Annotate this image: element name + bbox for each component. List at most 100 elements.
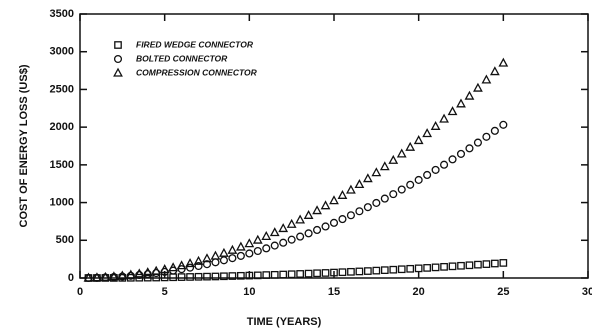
marker-triangle bbox=[295, 214, 306, 224]
marker-square bbox=[465, 261, 474, 270]
marker-triangle bbox=[303, 209, 314, 219]
marker-triangle bbox=[142, 267, 153, 277]
marker-triangle bbox=[312, 205, 322, 215]
marker-triangle bbox=[362, 173, 373, 183]
marker-triangle bbox=[202, 253, 212, 263]
marker-circle bbox=[499, 120, 508, 129]
x-tick-label: 0 bbox=[77, 286, 83, 298]
marker-circle bbox=[414, 175, 423, 184]
marker-triangle bbox=[168, 262, 179, 272]
marker-triangle bbox=[422, 128, 433, 138]
marker-triangle bbox=[489, 66, 500, 76]
marker-triangle bbox=[498, 57, 509, 67]
marker-circle bbox=[245, 249, 254, 258]
marker-square bbox=[304, 269, 313, 278]
x-axis-label: TIME (YEARS) bbox=[247, 316, 322, 328]
marker-circle bbox=[456, 149, 466, 158]
marker-circle bbox=[211, 258, 220, 267]
marker-triangle bbox=[371, 167, 382, 177]
marker-circle bbox=[448, 155, 457, 164]
marker-circle bbox=[338, 215, 347, 224]
marker-circle bbox=[346, 211, 355, 220]
marker-triangle bbox=[473, 82, 483, 92]
y-tick-label: 500 bbox=[56, 234, 74, 246]
x-tick-label: 10 bbox=[243, 286, 255, 298]
marker-triangle bbox=[108, 271, 119, 281]
marker-triangle bbox=[244, 238, 255, 248]
marker-circle bbox=[279, 238, 288, 247]
marker-triangle bbox=[278, 223, 289, 233]
marker-square bbox=[186, 273, 194, 281]
marker-square bbox=[321, 269, 330, 277]
marker-triangle bbox=[134, 268, 145, 278]
marker-square bbox=[330, 268, 338, 277]
marker-square bbox=[203, 272, 211, 281]
marker-circle bbox=[372, 198, 381, 207]
marker-square bbox=[114, 41, 122, 49]
marker-circle bbox=[423, 170, 432, 180]
marker-square bbox=[177, 273, 186, 281]
marker-triangle bbox=[430, 120, 441, 130]
marker-square bbox=[253, 271, 262, 280]
marker-square bbox=[237, 271, 245, 280]
marker-circle bbox=[329, 218, 339, 227]
marker-square bbox=[143, 273, 152, 282]
y-tick-label: 3500 bbox=[50, 8, 74, 20]
marker-circle bbox=[465, 144, 474, 153]
marker-square bbox=[279, 270, 288, 279]
marker-triangle bbox=[151, 265, 162, 275]
marker-square bbox=[389, 265, 398, 274]
marker-circle bbox=[219, 256, 228, 265]
marker-triangle bbox=[405, 141, 416, 151]
marker-circle bbox=[228, 254, 237, 263]
marker-square bbox=[262, 271, 271, 279]
marker-square bbox=[491, 259, 499, 268]
marker-triangle bbox=[388, 154, 399, 164]
marker-triangle bbox=[337, 189, 348, 199]
marker-triangle bbox=[176, 260, 187, 270]
marker-circle bbox=[186, 263, 195, 272]
marker-circle bbox=[296, 232, 305, 241]
x-tick-label: 15 bbox=[328, 286, 340, 298]
x-tick-label: 30 bbox=[582, 286, 592, 298]
y-tick-label: 1500 bbox=[50, 159, 74, 171]
marker-square bbox=[169, 273, 177, 282]
marker-circle bbox=[389, 190, 398, 199]
marker-triangle bbox=[117, 270, 128, 280]
marker-circle bbox=[355, 207, 364, 216]
marker-square bbox=[313, 269, 321, 278]
marker-square bbox=[423, 264, 431, 272]
marker-triangle bbox=[113, 67, 123, 77]
marker-circle bbox=[287, 235, 296, 244]
marker-triangle bbox=[210, 250, 221, 260]
marker-square bbox=[228, 272, 237, 280]
marker-triangle bbox=[286, 218, 297, 228]
marker-triangle bbox=[185, 258, 195, 268]
marker-triangle bbox=[235, 241, 246, 251]
marker-triangle bbox=[379, 161, 390, 171]
marker-square bbox=[448, 262, 457, 271]
marker-circle bbox=[262, 244, 271, 253]
marker-square bbox=[355, 267, 364, 276]
legend-label: COMPRESSION CONNECTOR bbox=[136, 67, 258, 77]
marker-circle bbox=[113, 54, 123, 64]
marker-square bbox=[372, 266, 381, 275]
marker-triangle bbox=[413, 135, 424, 145]
marker-triangle bbox=[193, 255, 204, 265]
marker-triangle bbox=[92, 272, 102, 282]
marker-square bbox=[474, 260, 482, 269]
marker-circle bbox=[194, 261, 203, 271]
marker-triangle bbox=[125, 269, 136, 279]
marker-triangle bbox=[439, 113, 449, 123]
marker-triangle bbox=[269, 227, 280, 237]
marker-square bbox=[135, 273, 144, 282]
marker-triangle bbox=[227, 244, 238, 254]
marker-circle bbox=[397, 185, 406, 194]
marker-circle bbox=[236, 251, 245, 260]
y-tick-label: 0 bbox=[68, 272, 74, 284]
marker-square bbox=[414, 264, 423, 273]
marker-square bbox=[406, 264, 415, 273]
marker-circle bbox=[482, 132, 491, 141]
marker-square bbox=[457, 261, 465, 270]
marker-square bbox=[220, 272, 228, 281]
